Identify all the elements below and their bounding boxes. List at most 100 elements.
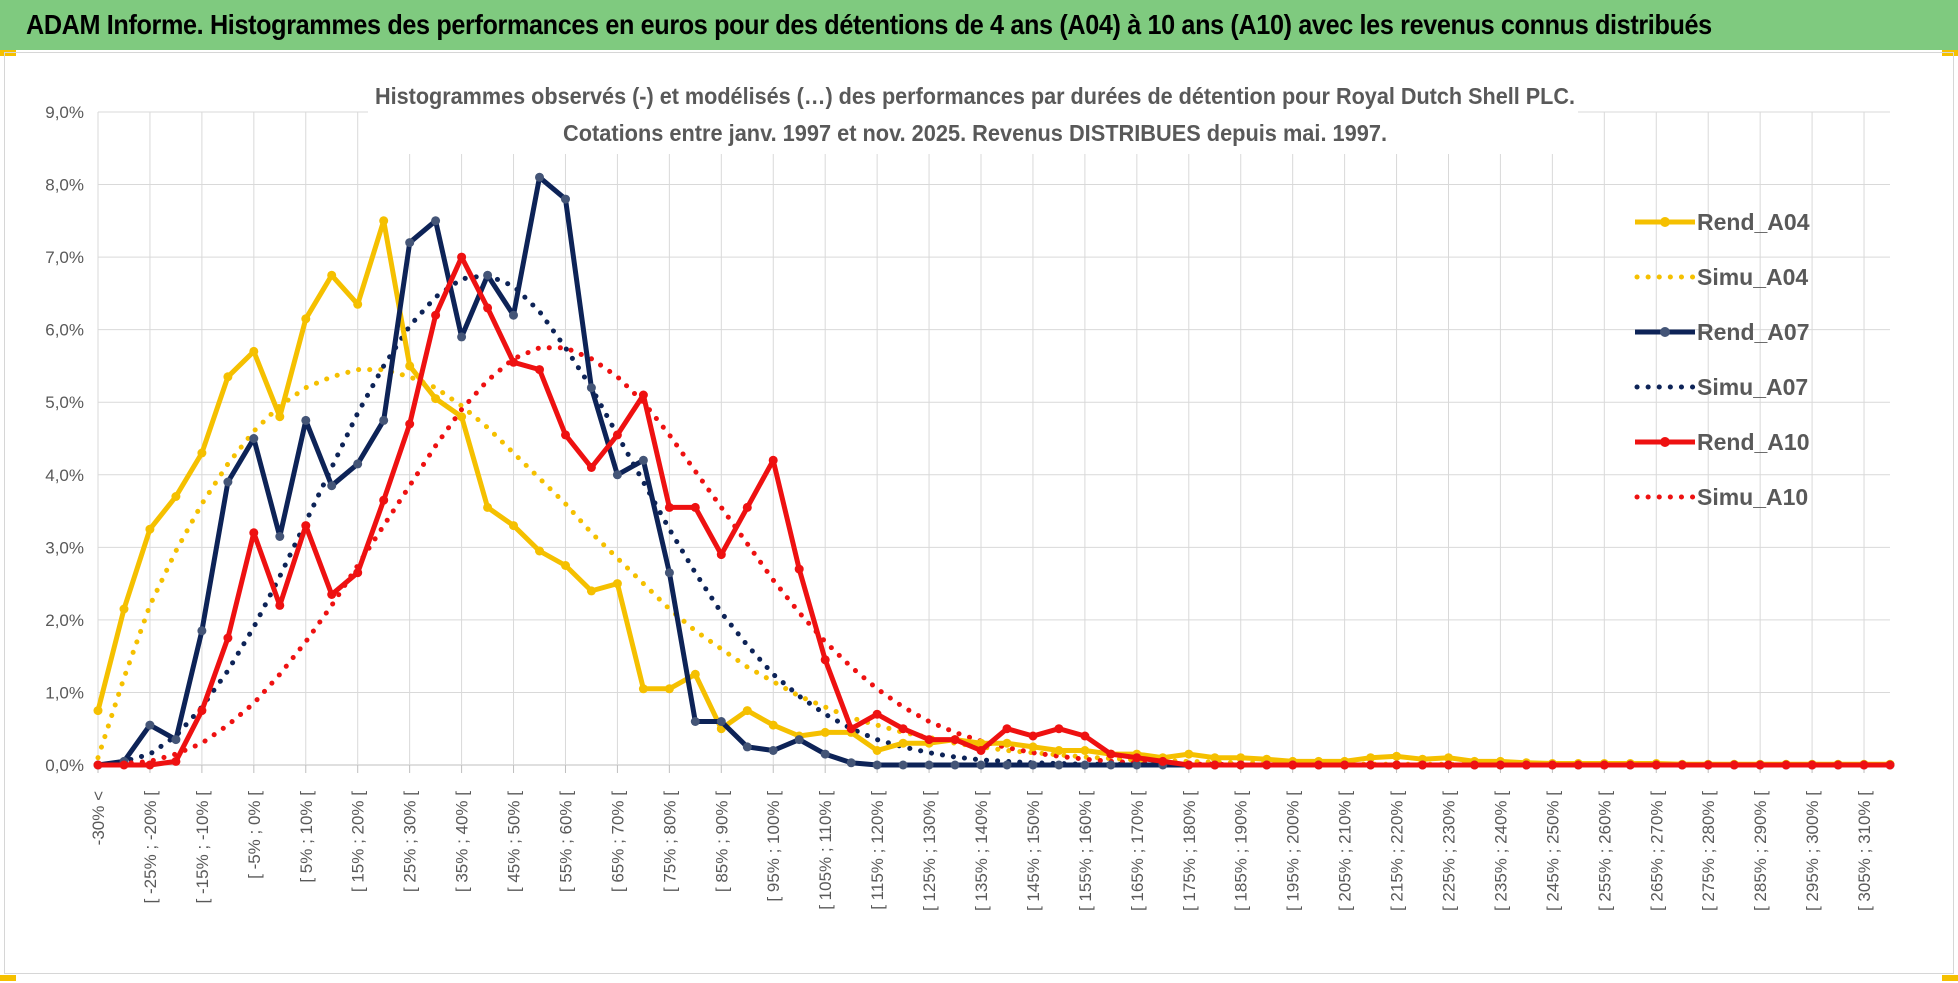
data-point-Rend_A07 (872, 760, 882, 770)
data-point-Rend_A04 (1210, 753, 1220, 763)
legend-entry-Simu_A04: Simu_A04 (1634, 264, 1808, 290)
data-point-Rend_A04 (327, 270, 337, 280)
data-point-Rend_A10 (1859, 760, 1869, 770)
x-tick-label: [ 75% ; 80% [ (660, 791, 679, 892)
x-tick-label: [ 165% ; 170% [ (1128, 791, 1147, 911)
data-point-Rend_A10 (1885, 760, 1895, 770)
y-tick-label: 0,0% (45, 756, 84, 775)
chart-frame (4, 52, 1954, 974)
y-axis-ticks: 0,0% 1,0% 2,0% 3,0% 4,0% 5,0% 6,0% 7,0% 8,0% 9,0% (45, 103, 84, 775)
x-tick-label: -30% < (89, 791, 108, 845)
data-point-Rend_A10 (1677, 760, 1687, 770)
data-point-Rend_A10 (1002, 724, 1012, 734)
legend-marker (1660, 327, 1670, 337)
data-point-Rend_A07 (820, 749, 830, 759)
data-point-Rend_A10 (1521, 760, 1531, 770)
data-point-Rend_A04 (612, 579, 622, 589)
x-tick-label: [ 115% ; 120% [ (868, 791, 887, 910)
legend-marker (1660, 217, 1670, 227)
data-point-Rend_A10 (431, 310, 441, 320)
y-tick-label: 9,0% (45, 103, 84, 122)
series-Rend_A04 (93, 216, 1895, 769)
data-point-Rend_A10 (612, 430, 622, 440)
legend-entry-Simu_A10: Simu_A10 (1634, 484, 1808, 510)
x-tick-label: [ 235% ; 240% [ (1491, 791, 1510, 911)
data-point-Rend_A10 (898, 724, 908, 734)
data-point-Rend_A04 (275, 412, 285, 422)
data-point-Rend_A10 (249, 528, 259, 538)
chart-title-background (368, 72, 1578, 154)
data-point-Rend_A10 (275, 600, 285, 610)
x-tick-label: [ 25% ; 30% [ (401, 791, 420, 892)
x-tick-label: [ 145% ; 150% [ (1024, 791, 1043, 911)
x-tick-label: [ 255% ; 260% [ (1595, 791, 1614, 911)
data-point-Rend_A04 (664, 684, 674, 694)
series-line-Simu_A07 (95, 272, 1893, 768)
data-point-Rend_A04 (872, 746, 882, 755)
data-point-Rend_A07 (171, 735, 181, 745)
data-point-Rend_A07 (1054, 760, 1064, 770)
data-point-Rend_A10 (1288, 760, 1298, 770)
data-point-Rend_A07 (846, 758, 856, 768)
data-point-Rend_A10 (690, 502, 700, 512)
data-point-Rend_A04 (483, 502, 493, 512)
data-point-Rend_A10 (1651, 760, 1661, 770)
data-point-Rend_A07 (223, 477, 233, 487)
data-point-Rend_A07 (768, 746, 778, 755)
data-point-Rend_A04 (223, 372, 233, 382)
corner-marker-top-left (0, 50, 16, 56)
x-tick-label: [ 15% ; 20% [ (349, 791, 368, 892)
x-tick-label: [ 265% ; 270% [ (1647, 791, 1666, 911)
data-point-Rend_A04 (690, 669, 700, 679)
x-tick-label: [ 135% ; 140% [ (972, 791, 991, 911)
legend-label: Rend_A07 (1697, 319, 1809, 345)
x-tick-label: [ 205% ; 210% [ (1336, 791, 1355, 911)
data-point-Rend_A10 (1210, 760, 1220, 770)
legend-entry-Rend_A10: Rend_A10 (1635, 429, 1809, 455)
legend-label: Rend_A10 (1697, 429, 1809, 455)
data-point-Rend_A10 (1495, 760, 1505, 770)
x-tick-label: [ 155% ; 160% [ (1076, 791, 1095, 911)
data-point-Rend_A07 (612, 470, 622, 480)
data-point-Rend_A10 (119, 760, 129, 770)
data-point-Rend_A04 (457, 412, 467, 422)
data-point-Rend_A10 (145, 760, 155, 770)
x-tick-label: [ 295% ; 300% [ (1803, 791, 1822, 911)
data-point-Rend_A04 (249, 346, 259, 356)
data-point-Rend_A10 (820, 655, 830, 665)
x-tick-label: [ 5% ; 10% [ (297, 791, 316, 883)
data-point-Rend_A04 (119, 604, 129, 614)
data-point-Rend_A10 (93, 760, 103, 770)
data-point-Rend_A04 (1054, 746, 1064, 755)
x-tick-label: [ 275% ; 280% [ (1699, 791, 1718, 911)
data-point-Rend_A10 (561, 430, 570, 440)
data-point-Rend_A10 (976, 746, 986, 755)
x-tick-label: [ -5% ; 0% [ (245, 791, 264, 879)
data-point-Rend_A10 (1132, 753, 1142, 763)
data-point-Rend_A04 (586, 586, 596, 596)
data-point-Rend_A10 (1599, 760, 1609, 770)
data-point-Rend_A10 (1625, 760, 1635, 770)
data-point-Rend_A04 (301, 314, 311, 324)
data-point-Rend_A07 (690, 717, 700, 726)
x-tick-label: [ 45% ; 50% [ (505, 791, 524, 892)
data-point-Rend_A07 (301, 415, 311, 425)
x-tick-label: [ 65% ; 70% [ (608, 791, 627, 892)
data-point-Rend_A10 (1054, 724, 1064, 734)
data-point-Rend_A07 (924, 760, 934, 770)
data-point-Rend_A07 (976, 760, 986, 770)
data-point-Rend_A10 (327, 590, 337, 599)
data-point-Rend_A10 (716, 550, 726, 560)
data-point-Rend_A10 (171, 756, 181, 766)
data-point-Rend_A04 (1002, 738, 1012, 748)
data-point-Rend_A04 (197, 448, 207, 458)
series-line-Rend_A04 (95, 218, 1890, 767)
data-point-Rend_A07 (1106, 760, 1116, 770)
data-point-Rend_A07 (457, 332, 467, 342)
data-point-Rend_A07 (638, 455, 648, 465)
data-point-Rend_A04 (768, 720, 778, 730)
data-point-Rend_A04 (1236, 753, 1246, 763)
series-line-Simu_A04 (95, 367, 1893, 768)
legend-label: Simu_A07 (1697, 374, 1808, 400)
data-point-Rend_A10 (1703, 760, 1713, 770)
